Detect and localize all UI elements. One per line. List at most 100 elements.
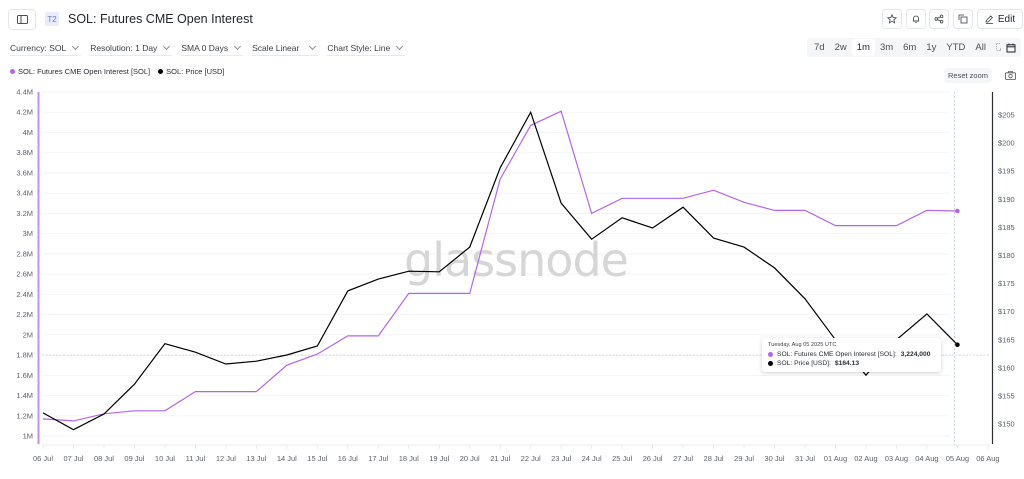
svg-text:04 Aug: 04 Aug bbox=[915, 454, 938, 463]
svg-text:2.8M: 2.8M bbox=[16, 249, 33, 258]
reset-zoom-button[interactable]: Reset zoom bbox=[944, 68, 992, 83]
left-y-axis: 1M 1.2M 1.4M 1.6M 1.8M 2M 2.2M 2.4M 2.6M 2.8M 3M 3.… bbox=[16, 88, 40, 444]
currency-dropdown-label: Currency: SOL bbox=[10, 43, 67, 53]
sma-dropdown[interactable]: SMA 0 Days bbox=[181, 42, 244, 56]
alert-button[interactable] bbox=[906, 9, 926, 29]
svg-text:29 Jul: 29 Jul bbox=[734, 454, 754, 463]
svg-text:2.6M: 2.6M bbox=[16, 270, 33, 279]
svg-text:1.2M: 1.2M bbox=[16, 411, 33, 420]
svg-text:$150: $150 bbox=[998, 420, 1015, 429]
legend-dot bbox=[10, 69, 15, 74]
svg-text:1M: 1M bbox=[23, 432, 33, 441]
svg-text:17 Jul: 17 Jul bbox=[368, 454, 388, 463]
svg-text:23 Jul: 23 Jul bbox=[551, 454, 571, 463]
svg-text:10 Jul: 10 Jul bbox=[155, 454, 175, 463]
tooltip-value: $164.13 bbox=[834, 360, 860, 367]
right-y-axis: $150 $155 $160 $165 $170 $175 $180 $185 $190 $195… bbox=[991, 92, 1015, 444]
svg-text:4.4M: 4.4M bbox=[16, 88, 33, 97]
svg-text:19 Jul: 19 Jul bbox=[429, 454, 449, 463]
range-all[interactable]: All bbox=[975, 42, 986, 53]
svg-text:26 Jul: 26 Jul bbox=[643, 454, 663, 463]
svg-text:4M: 4M bbox=[23, 128, 33, 137]
screenshot-button[interactable] bbox=[1004, 70, 1016, 81]
svg-text:2.2M: 2.2M bbox=[16, 310, 33, 319]
range-6m[interactable]: 6m bbox=[903, 42, 917, 53]
legend-item-open-interest[interactable]: SOL: Futures CME Open Interest [SOL] bbox=[10, 67, 150, 76]
camera-icon bbox=[1004, 71, 1016, 80]
range-7d[interactable]: 7d bbox=[814, 42, 825, 53]
edit-label: Edit bbox=[997, 13, 1016, 25]
tooltip-date: Tuesday, Aug 05 2025 UTC bbox=[768, 342, 837, 348]
svg-text:05 Aug: 05 Aug bbox=[946, 454, 969, 463]
date-picker-button[interactable] bbox=[1001, 38, 1021, 57]
sidebar-toggle-button[interactable] bbox=[8, 9, 36, 30]
svg-text:$155: $155 bbox=[998, 392, 1015, 401]
sma-dropdown-label: SMA 0 Days bbox=[181, 43, 229, 53]
svg-text:03 Aug: 03 Aug bbox=[885, 454, 908, 463]
tooltip-dot bbox=[768, 361, 773, 366]
star-icon bbox=[887, 14, 897, 24]
chart-tooltip: Tuesday, Aug 05 2025 UTC SOL: Futures CM… bbox=[762, 338, 941, 372]
svg-text:09 Jul: 09 Jul bbox=[124, 454, 144, 463]
resolution-dropdown-label: Resolution: 1 Day bbox=[90, 43, 158, 53]
resolution-dropdown[interactable]: Resolution: 1 Day bbox=[90, 42, 173, 56]
svg-text:18 Jul: 18 Jul bbox=[399, 454, 419, 463]
svg-text:$165: $165 bbox=[998, 335, 1015, 344]
svg-text:21 Jul: 21 Jul bbox=[490, 454, 510, 463]
svg-text:2.4M: 2.4M bbox=[16, 290, 33, 299]
range-2w[interactable]: 2w bbox=[834, 42, 847, 53]
range-ytd[interactable]: YTD bbox=[946, 42, 966, 53]
svg-text:$200: $200 bbox=[998, 139, 1015, 148]
share-button[interactable] bbox=[929, 9, 949, 29]
chart-style-dropdown[interactable]: Chart Style: Line bbox=[327, 42, 406, 56]
share-icon bbox=[934, 14, 944, 24]
svg-text:3.8M: 3.8M bbox=[16, 148, 33, 157]
copy-button[interactable] bbox=[953, 9, 973, 29]
calendar-icon bbox=[1006, 43, 1016, 52]
pencil-icon bbox=[985, 14, 993, 24]
svg-text:30 Jul: 30 Jul bbox=[765, 454, 785, 463]
svg-text:$160: $160 bbox=[998, 363, 1015, 372]
scale-dropdown-label: Scale Linear bbox=[252, 43, 300, 53]
svg-text:$190: $190 bbox=[998, 195, 1015, 204]
svg-text:$205: $205 bbox=[998, 111, 1015, 120]
svg-text:13 Jul: 13 Jul bbox=[246, 454, 266, 463]
svg-text:07 Jul: 07 Jul bbox=[63, 454, 83, 463]
tooltip-value: 3,224,000 bbox=[900, 351, 931, 358]
watermark: glassnode bbox=[404, 233, 628, 287]
svg-text:20 Jul: 20 Jul bbox=[460, 454, 480, 463]
range-1y[interactable]: 1y bbox=[926, 42, 937, 53]
currency-dropdown[interactable]: Currency: SOL bbox=[10, 42, 82, 56]
range-3m[interactable]: 3m bbox=[879, 42, 894, 53]
svg-text:$170: $170 bbox=[998, 307, 1015, 316]
svg-text:12 Jul: 12 Jul bbox=[216, 454, 236, 463]
x-axis: 06 Jul 07 Jul 08 Jul 09 Jul 10 Jul 11 Jul 12 J… bbox=[33, 444, 1000, 463]
scale-dropdown[interactable]: Scale Linear bbox=[252, 42, 319, 56]
svg-text:27 Jul: 27 Jul bbox=[673, 454, 693, 463]
open-interest-line[interactable] bbox=[42, 110, 958, 422]
legend-dot bbox=[158, 69, 164, 74]
bell-icon bbox=[912, 15, 920, 24]
svg-text:$185: $185 bbox=[998, 223, 1015, 232]
svg-text:25 Jul: 25 Jul bbox=[612, 454, 632, 463]
favorite-button[interactable] bbox=[882, 9, 902, 29]
tier-badge: T2 bbox=[45, 12, 59, 26]
price-marker bbox=[955, 342, 960, 347]
svg-text:$195: $195 bbox=[998, 167, 1015, 176]
svg-text:22 Jul: 22 Jul bbox=[521, 454, 541, 463]
svg-text:1.8M: 1.8M bbox=[16, 351, 33, 360]
svg-text:16 Jul: 16 Jul bbox=[338, 454, 358, 463]
sidebar-icon bbox=[16, 15, 28, 24]
svg-text:06 Jul: 06 Jul bbox=[33, 454, 53, 463]
svg-text:06 Aug: 06 Aug bbox=[976, 454, 999, 463]
edit-button[interactable]: Edit bbox=[977, 9, 1023, 29]
svg-text:2M: 2M bbox=[23, 330, 33, 339]
legend-item-price[interactable]: SOL: Price [USD] bbox=[158, 67, 225, 76]
svg-text:31 Jul: 31 Jul bbox=[795, 454, 815, 463]
range-1m[interactable]: 1m bbox=[851, 39, 875, 56]
svg-text:24 Jul: 24 Jul bbox=[582, 454, 602, 463]
svg-text:3.6M: 3.6M bbox=[16, 168, 33, 177]
price-line[interactable] bbox=[42, 110, 958, 431]
svg-text:02 Aug: 02 Aug bbox=[854, 454, 877, 463]
